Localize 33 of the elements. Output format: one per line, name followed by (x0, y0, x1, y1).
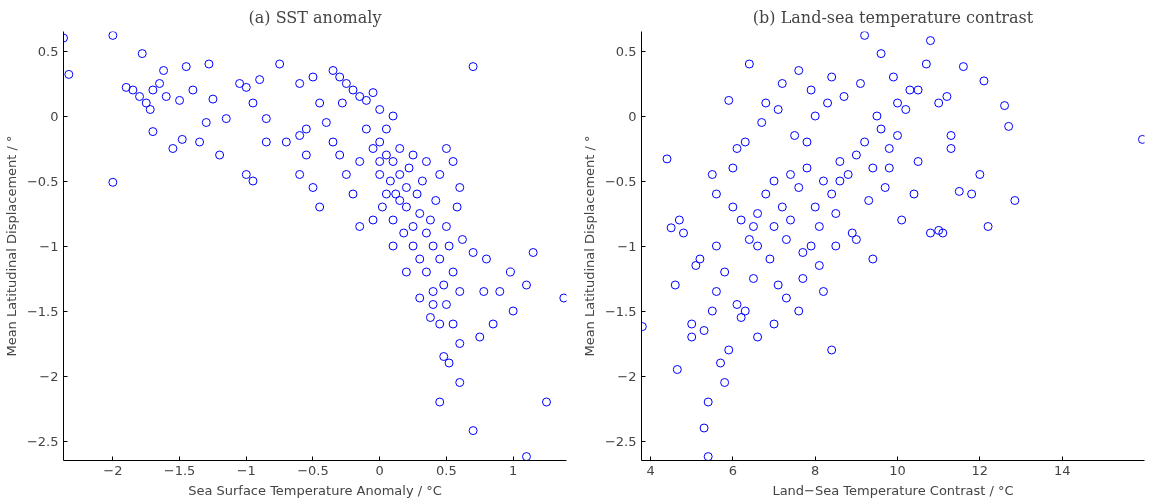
x-tick-label: 4 (646, 462, 655, 478)
x-tick-label: 0 (375, 462, 384, 478)
y-tick-label: 0.5 (37, 43, 59, 59)
x-tick-label: −1.5 (163, 462, 196, 478)
y-axis-title: Mean Latitudinal Displacement / ° (3, 135, 19, 357)
y-tick-label: −2.5 (26, 433, 59, 449)
y-tick-label: 0 (628, 108, 637, 124)
y-tick-label: −2 (39, 368, 59, 384)
y-tick-label: −1.5 (26, 303, 59, 319)
x-tick-label: 10 (889, 462, 906, 478)
chart-title: (b) Land-sea temperature contrast (752, 7, 1034, 27)
x-tick-label: −2 (103, 462, 123, 478)
x-axis-title: Land−Sea Temperature Contrast / °C (772, 482, 1014, 498)
y-tick-label: −1 (39, 238, 59, 254)
x-tick-label: 14 (1053, 462, 1071, 478)
y-tick-label: 0.5 (615, 43, 637, 59)
y-tick-label: −0.5 (604, 173, 637, 189)
chart-title: (a) SST anomaly (248, 7, 382, 27)
x-tick-label: 6 (728, 462, 738, 478)
y-tick-label: −1.5 (604, 303, 637, 319)
y-tick-label: −2 (617, 368, 637, 384)
y-tick-label: 0 (50, 108, 59, 124)
x-tick-label: 0.5 (436, 462, 457, 478)
x-axis-title: Sea Surface Temperature Anomaly / °C (188, 482, 442, 498)
y-axis-title: Mean Latitudinal Displacement / ° (581, 135, 597, 357)
y-tick-label: −1 (617, 238, 637, 254)
y-tick-label: −2.5 (604, 433, 637, 449)
y-tick-label: −0.5 (26, 173, 59, 189)
x-tick-label: 1 (509, 462, 518, 478)
x-tick-label: −1 (236, 462, 256, 478)
x-tick-label: 12 (971, 462, 989, 478)
x-tick-label: −0.5 (297, 462, 329, 478)
x-tick-label: 8 (811, 462, 820, 478)
